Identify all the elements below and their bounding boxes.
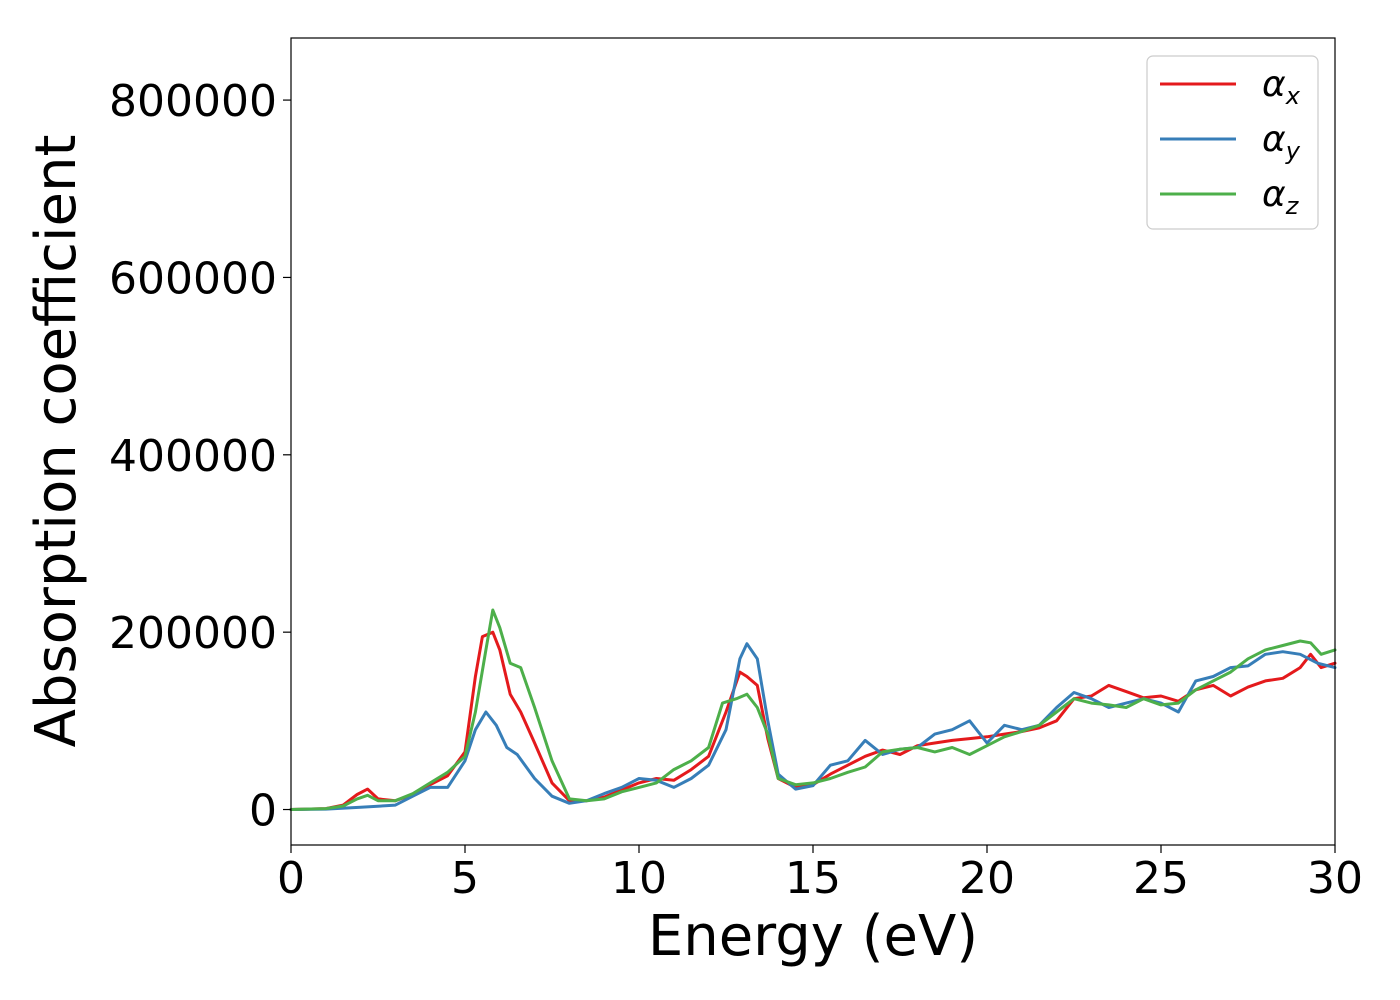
y-axis: 0 200000 400000 600000 800000 [109, 76, 291, 837]
y-tick-label: 800000 [109, 76, 277, 127]
y-tick-label: 0 [249, 786, 277, 837]
x-tick-label: 15 [785, 853, 841, 904]
series-line-y [289, 642, 1337, 811]
x-axis: 0 5 10 15 20 25 30 [277, 845, 1363, 904]
y-tick-label: 600000 [109, 253, 277, 304]
x-tick-label: 20 [959, 853, 1015, 904]
series-line-z [289, 608, 1337, 811]
x-tick-label: 5 [451, 853, 479, 904]
legend-box [1146, 55, 1319, 230]
series-layer [289, 608, 1337, 811]
y-tick-label: 400000 [109, 431, 277, 482]
y-axis-title: Absorption coefficient [24, 135, 89, 748]
x-tick-label: 0 [277, 853, 305, 904]
x-tick-label: 10 [611, 853, 667, 904]
x-tick-label: 25 [1133, 853, 1189, 904]
x-axis-title: Energy (eV) [648, 904, 978, 969]
y-tick-label: 200000 [109, 608, 277, 659]
x-tick-label: 30 [1307, 853, 1363, 904]
